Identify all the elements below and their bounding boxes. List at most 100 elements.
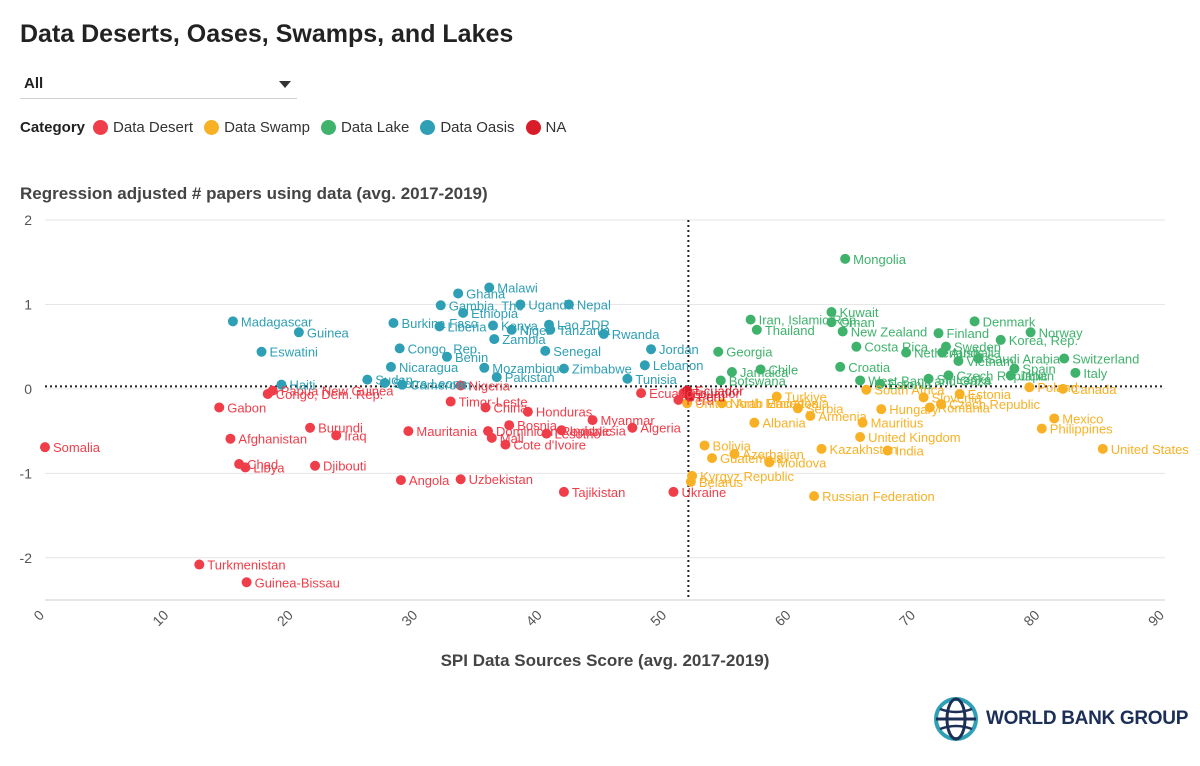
point-label: Botswana <box>729 373 787 388</box>
data-point <box>453 288 464 299</box>
data-point <box>749 417 760 428</box>
data-point <box>40 442 50 453</box>
data-point <box>851 341 862 352</box>
point-label: Czech Republic <box>956 368 1048 383</box>
legend-item-data-desert[interactable]: Data Desert <box>93 119 193 136</box>
y-tick-label: 0 <box>24 381 32 397</box>
point-label: Ghana <box>466 286 506 301</box>
point-label: Madagascar <box>241 314 313 329</box>
legend-title: Category <box>20 118 86 136</box>
point-label: Denmark <box>983 314 1036 329</box>
point-label: Kyrgyz Republic <box>700 469 794 484</box>
data-point <box>684 391 695 402</box>
point-label: Senegal <box>553 344 601 359</box>
data-point <box>558 363 569 374</box>
data-point <box>488 320 498 331</box>
x-tick-label: 40 <box>523 607 545 629</box>
logo-text: WORLD BANK GROUP <box>986 708 1189 729</box>
point-label: Philippines <box>1050 422 1113 437</box>
point-label: Australia <box>950 346 1001 361</box>
legend-item-na[interactable]: NA <box>525 119 566 136</box>
data-point <box>771 391 782 402</box>
point-label: Ecuador <box>649 386 698 401</box>
data-point <box>729 448 740 459</box>
data-point <box>434 321 445 332</box>
legend: Category Data Desert Data Swamp Data Lak… <box>20 116 577 138</box>
data-point <box>826 317 837 328</box>
legend-label: Data Swamp <box>224 118 310 136</box>
data-point <box>479 362 490 373</box>
data-point <box>225 433 236 444</box>
chevron-down-icon[interactable] <box>279 81 291 88</box>
legend-item-data-swamp[interactable]: Data Swamp <box>204 119 310 136</box>
category-filter-dropdown[interactable]: All <box>20 69 297 99</box>
point-label: Romania <box>938 400 991 415</box>
data-point <box>954 388 965 399</box>
data-point <box>1025 327 1036 338</box>
points-layer <box>40 253 1108 588</box>
data-point <box>441 351 452 362</box>
point-label: United Kingdom <box>868 430 961 445</box>
data-point <box>699 440 710 451</box>
legend-item-data-oasis[interactable]: Data Oasis <box>420 119 515 136</box>
point-label: Lesotho <box>555 427 601 442</box>
data-point <box>522 406 533 417</box>
data-point <box>751 324 762 335</box>
point-label: Kazakhstan <box>830 442 898 457</box>
data-point <box>541 428 552 439</box>
data-point <box>362 374 373 385</box>
point-label: Afghanistan <box>238 432 307 447</box>
point-label: Djibouti <box>323 459 366 474</box>
point-label: Hungary <box>889 402 939 417</box>
data-point <box>835 361 846 372</box>
legend-swatch-icon <box>204 119 220 135</box>
point-label: Kuwait <box>839 305 878 320</box>
data-point <box>646 344 657 355</box>
data-point <box>397 379 408 390</box>
data-point <box>240 462 251 473</box>
point-label: Turkmenistan <box>207 558 285 573</box>
point-label: Costa Rica <box>864 340 928 355</box>
data-point <box>805 410 816 421</box>
data-point <box>214 402 225 413</box>
data-point <box>840 253 851 264</box>
data-point <box>262 388 273 399</box>
point-label: China <box>494 400 529 415</box>
point-label: Nigeria <box>469 379 511 394</box>
point-label: Eswatini <box>270 345 319 360</box>
point-label: Ecuador <box>691 386 740 401</box>
grid-layer <box>45 219 1165 559</box>
data-point <box>486 432 497 443</box>
point-label: Indonesia <box>569 423 626 438</box>
point-label: Russian Federation <box>822 489 935 504</box>
point-label: Netherlands <box>914 346 985 361</box>
data-point <box>445 396 456 407</box>
data-point <box>305 422 316 433</box>
data-point <box>1036 423 1047 434</box>
point-label: Estonia <box>888 377 932 392</box>
data-point <box>500 439 511 450</box>
x-tick-label: 90 <box>1145 607 1167 629</box>
x-tick-label: 0 <box>30 607 47 624</box>
data-point <box>918 392 929 403</box>
data-point <box>953 356 964 367</box>
data-point <box>875 378 886 389</box>
point-label: Rwanda <box>612 327 660 342</box>
point-label: Papua New Guinea <box>281 384 395 399</box>
point-label: Tajikistan <box>572 485 625 500</box>
legend-item-data-lake[interactable]: Data Lake <box>320 119 409 136</box>
point-label: Nicaragua <box>399 360 459 375</box>
x-tick-label: 80 <box>1020 607 1042 629</box>
point-label: Uganda <box>528 297 574 312</box>
point-label: Albania <box>762 416 806 431</box>
data-point <box>379 377 390 388</box>
point-label: Poland <box>1037 380 1077 395</box>
point-label: India <box>895 444 924 459</box>
data-point <box>598 329 609 339</box>
data-point <box>809 491 820 502</box>
point-label: Angola <box>409 473 450 488</box>
point-label: Japan <box>1019 368 1054 383</box>
globe-icon <box>934 697 978 741</box>
point-label: Pakistan <box>505 370 555 385</box>
point-label: Timor-Leste <box>459 395 528 410</box>
